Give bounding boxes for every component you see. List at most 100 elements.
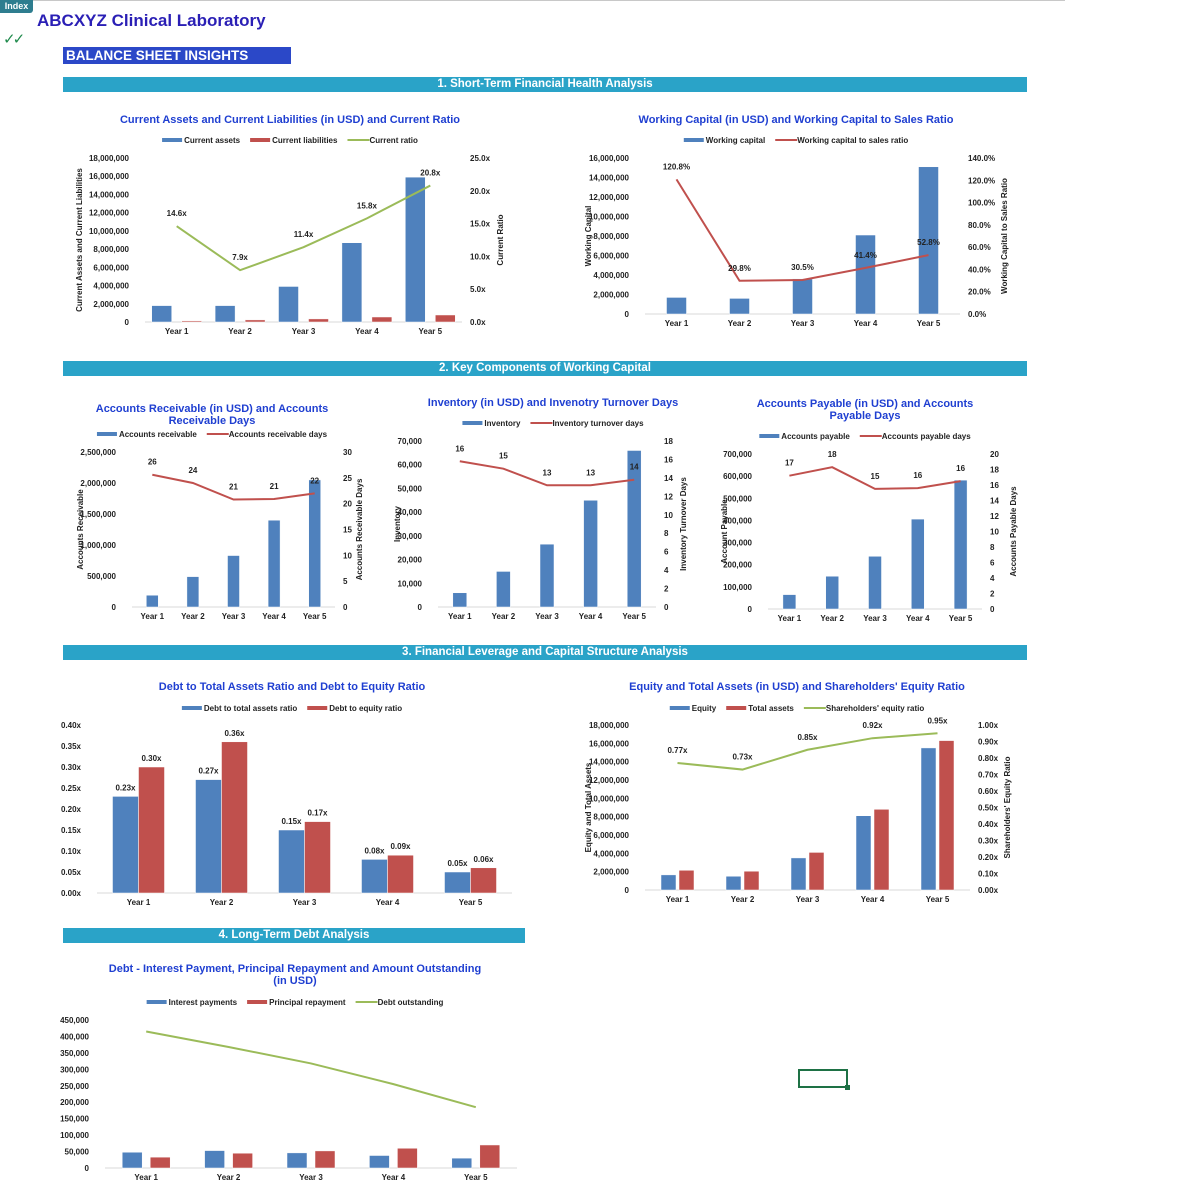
line-accounts-payable-days xyxy=(789,466,961,490)
bar-accounts-receivable xyxy=(227,555,240,608)
y2-tick-label: 5.0x xyxy=(470,285,486,294)
bar-current-assets xyxy=(214,305,236,323)
line-data-label: 15 xyxy=(871,472,880,481)
x-tick-label: Year 2 xyxy=(217,1173,241,1182)
x-tick-label: Year 5 xyxy=(459,898,483,907)
line-data-label: 13 xyxy=(586,468,595,477)
selected-cell[interactable] xyxy=(798,1069,850,1090)
y2-tick-label: 100.0% xyxy=(968,199,995,208)
legend-item: Working capital xyxy=(683,136,765,145)
y-tick-label: 0.00x xyxy=(61,889,82,898)
y-tick-label: 8,000,000 xyxy=(593,232,629,241)
line-current-ratio xyxy=(176,184,431,272)
legend-item: Principal repayment xyxy=(247,998,346,1007)
y2-tick-label: 8 xyxy=(990,543,995,552)
legend-swatch-bar xyxy=(162,138,183,142)
chart-c8: Debt - Interest Payment, Principal Repay… xyxy=(60,963,517,1182)
line-data-label: 24 xyxy=(188,466,197,475)
y-tick-label: 0.20x xyxy=(61,805,82,814)
y-tick-label: 0.15x xyxy=(61,826,82,835)
bar-data-label: 0.23x xyxy=(115,783,136,792)
chart-c2: Working Capital (in USD) and Working Cap… xyxy=(584,114,1009,328)
y2-tick-label: 0.0% xyxy=(968,310,986,319)
legend-item: Shareholders' equity ratio xyxy=(803,704,924,713)
section-header-long-term-debt: 4. Long-Term Debt Analysis xyxy=(63,928,525,943)
line-shareholders-equity-ratio xyxy=(677,732,938,771)
bar-data-label: 0.09x xyxy=(390,842,411,851)
y-tick-label: 8,000,000 xyxy=(93,245,129,254)
y-tick-label: 300,000 xyxy=(60,1065,89,1074)
y2-tick-label: 2 xyxy=(990,590,995,599)
index-tab-button[interactable]: Index xyxy=(0,0,33,13)
bar-data-label: 0.27x xyxy=(198,767,219,776)
line-data-label: 22 xyxy=(310,476,319,485)
x-tick-label: Year 5 xyxy=(622,612,646,621)
bar-current-assets xyxy=(405,176,426,323)
legend-label: Accounts payable days xyxy=(882,432,971,441)
y2-tick-label: 14 xyxy=(664,474,673,483)
x-tick-label: Year 3 xyxy=(791,319,815,328)
x-tick-label: Year 5 xyxy=(949,614,973,623)
page-banner: BALANCE SHEET INSIGHTS xyxy=(63,47,291,64)
y-tick-label: 14,000,000 xyxy=(589,758,630,767)
y-tick-label: 6,000,000 xyxy=(593,831,629,840)
y-tick-label: 4,000,000 xyxy=(593,849,629,858)
y-tick-label: 0 xyxy=(625,310,630,319)
y-tick-label: 200,000 xyxy=(723,561,752,570)
bar-accounts-payable xyxy=(868,556,882,610)
y2-tick-label: 10.0x xyxy=(470,252,491,261)
y-tick-label: 0.10x xyxy=(61,847,82,856)
chart-c7: Equity and Total Assets (in USD) and Sha… xyxy=(584,681,1012,904)
legend-label: Inventory xyxy=(484,419,521,428)
chart-title: Accounts Receivable (in USD) and Account… xyxy=(96,403,328,415)
y2-tick-label: 80.0% xyxy=(968,221,991,230)
y-tick-label: 10,000,000 xyxy=(589,794,630,803)
line-inventory-turnover-days xyxy=(459,460,635,487)
x-tick-label: Year 4 xyxy=(854,319,878,328)
y-axis-title: Inventory xyxy=(393,505,402,542)
line-data-label: 0.85x xyxy=(797,733,818,742)
bar-data-label: 0.15x xyxy=(281,817,302,826)
legend-label: Current assets xyxy=(184,136,241,145)
x-tick-label: Year 2 xyxy=(820,614,844,623)
legend-swatch-bar xyxy=(96,432,117,436)
y2-tick-label: 12 xyxy=(990,512,999,521)
y2-tick-label: 1.00x xyxy=(978,721,999,730)
y-tick-label: 18,000,000 xyxy=(589,721,630,730)
bar-accounts-payable xyxy=(911,518,925,610)
chart-legend: Inventory Inventory turnover days xyxy=(462,419,644,428)
y-tick-label: 1,000,000 xyxy=(80,541,116,550)
y2-tick-label: 6 xyxy=(664,548,669,557)
bar-current-liabilities xyxy=(308,318,329,323)
bar-total-assets xyxy=(678,870,695,891)
y-axis-title: Equity and Total Assets xyxy=(584,762,593,852)
y2-axis-title: Accounts Payable Days xyxy=(1009,486,1018,577)
line-data-label: 7.9x xyxy=(232,253,248,262)
y2-axis-title: Inventory Turnover Days xyxy=(679,477,688,571)
line-data-label: 11.4x xyxy=(294,230,314,239)
y2-axis-title: Current Ratio xyxy=(496,214,505,265)
line-data-label: 26 xyxy=(148,458,157,467)
y-tick-label: 400,000 xyxy=(60,1032,89,1041)
chart-c1: Current Assets and Current Liabilities (… xyxy=(75,114,505,336)
y2-tick-label: 4 xyxy=(664,566,669,575)
legend-item: Interest payments xyxy=(146,998,238,1007)
chart-c4: Inventory (in USD) and Invenotry Turnove… xyxy=(393,397,688,621)
bar-interest-payments xyxy=(286,1152,308,1169)
bar-accounts-receivable xyxy=(267,519,281,608)
y2-tick-label: 20 xyxy=(343,500,352,509)
bar-working-capital xyxy=(666,297,687,315)
bar-data-label: 0.05x xyxy=(447,859,468,868)
bar-inventory xyxy=(626,450,642,608)
legend-item: Debt outstanding xyxy=(355,998,443,1007)
legend-label: Accounts payable xyxy=(781,432,850,441)
chart-title: (in USD) xyxy=(273,975,317,987)
x-tick-label: Year 2 xyxy=(210,898,234,907)
bar-current-assets xyxy=(278,286,299,323)
line-accounts-receivable-days xyxy=(152,473,315,501)
bar-accounts-payable xyxy=(953,479,968,610)
y-tick-label: 0.30x xyxy=(61,763,82,772)
legend-item: Total assets xyxy=(726,704,794,713)
y2-tick-label: 15.0x xyxy=(470,220,491,229)
